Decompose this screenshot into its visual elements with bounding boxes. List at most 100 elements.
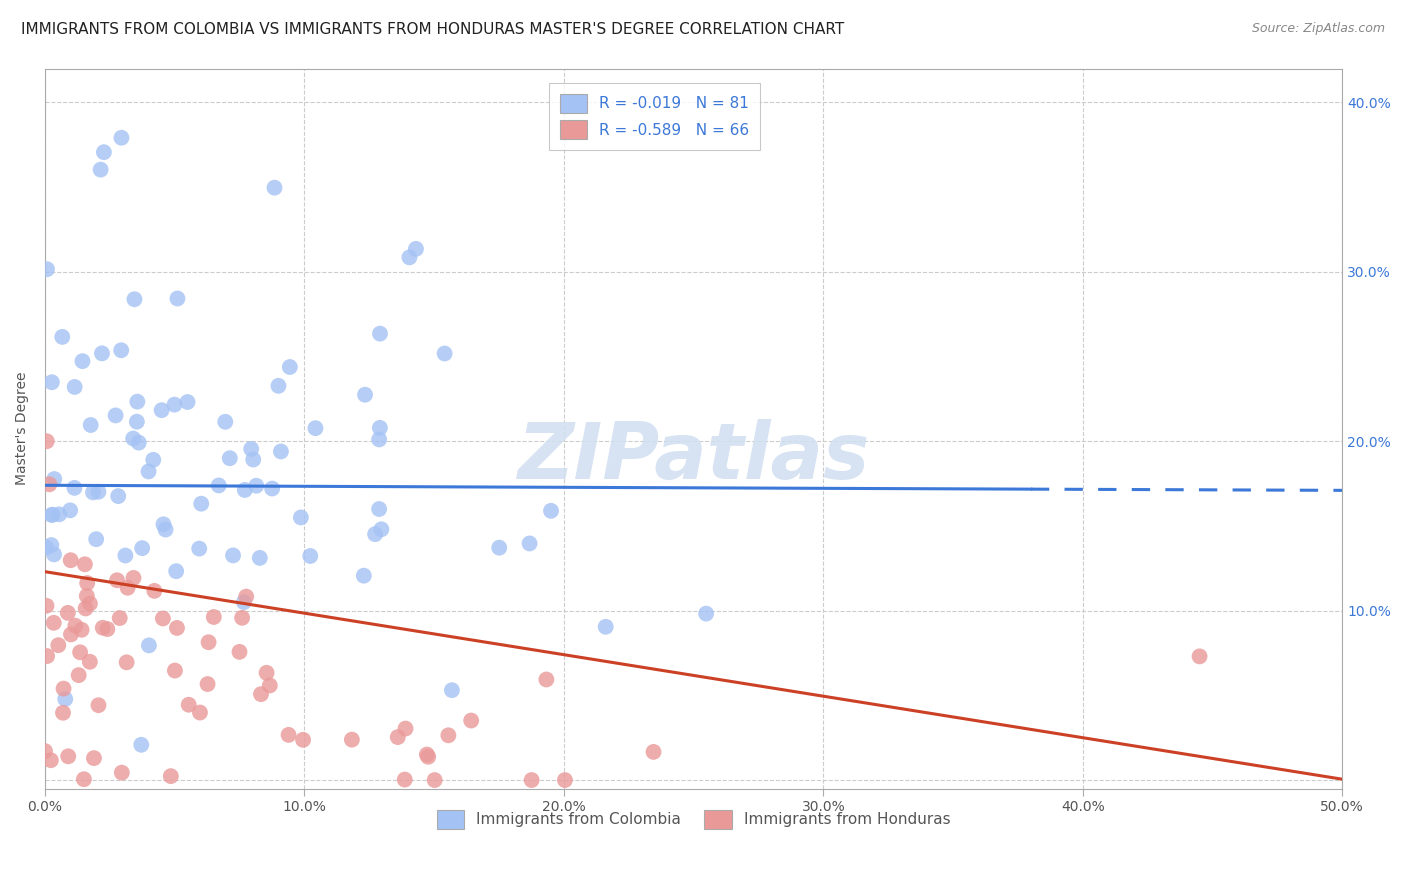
Point <box>122 571 145 585</box>
Point <box>256 665 278 680</box>
Point <box>163 398 186 412</box>
Point <box>35 541 58 555</box>
Point <box>290 510 312 524</box>
Point <box>127 394 149 409</box>
Point <box>418 749 440 764</box>
Point <box>52 681 75 696</box>
Point <box>79 655 101 669</box>
Point <box>222 549 245 563</box>
Point <box>235 590 257 604</box>
Point <box>188 541 211 556</box>
Point <box>67 668 90 682</box>
Point <box>131 541 153 555</box>
Point <box>364 527 387 541</box>
Point <box>259 678 281 692</box>
Point <box>488 541 510 555</box>
Point <box>245 479 267 493</box>
Point <box>233 483 256 497</box>
Point <box>163 664 186 678</box>
Point <box>41 538 63 552</box>
Point <box>124 292 146 306</box>
Point <box>42 615 65 630</box>
Point <box>48 508 70 522</box>
Point <box>368 502 391 516</box>
Point <box>262 482 284 496</box>
Point <box>111 765 134 780</box>
Point <box>208 478 231 492</box>
Point <box>240 442 263 456</box>
Point <box>37 648 59 663</box>
Point <box>152 611 174 625</box>
Point <box>228 645 250 659</box>
Point <box>176 395 198 409</box>
Point <box>304 421 326 435</box>
Point <box>41 508 63 522</box>
Point <box>250 687 273 701</box>
Point <box>59 503 82 517</box>
Point <box>387 730 409 744</box>
Point <box>520 773 543 788</box>
Point <box>353 568 375 582</box>
Point <box>370 522 392 536</box>
Point <box>197 677 219 691</box>
Point <box>93 145 115 160</box>
Text: Source: ZipAtlas.com: Source: ZipAtlas.com <box>1251 22 1385 36</box>
Point <box>58 749 80 764</box>
Point <box>354 388 377 402</box>
Point <box>110 343 132 358</box>
Point <box>231 611 253 625</box>
Point <box>63 380 86 394</box>
Point <box>160 769 183 783</box>
Point <box>52 706 75 720</box>
Point <box>595 620 617 634</box>
Point <box>34 744 56 758</box>
Point <box>80 417 103 432</box>
Point <box>42 548 65 562</box>
Point <box>416 747 439 762</box>
Point <box>46 638 69 652</box>
Point <box>299 549 322 563</box>
Point <box>242 452 264 467</box>
Point <box>202 610 225 624</box>
Point <box>249 550 271 565</box>
Point <box>263 180 285 194</box>
Point <box>75 601 97 615</box>
Point <box>142 453 165 467</box>
Point <box>218 451 240 466</box>
Point <box>73 772 96 787</box>
Point <box>42 508 65 522</box>
Point <box>114 549 136 563</box>
Point <box>79 597 101 611</box>
Point <box>35 434 58 449</box>
Point <box>76 576 98 591</box>
Point <box>460 714 482 728</box>
Point <box>152 517 174 532</box>
Point <box>107 489 129 503</box>
Point <box>165 564 187 578</box>
Point <box>166 292 188 306</box>
Point <box>398 251 420 265</box>
Point <box>643 745 665 759</box>
Point <box>267 379 290 393</box>
Point <box>63 481 86 495</box>
Point <box>440 683 463 698</box>
Point <box>138 465 160 479</box>
Point <box>188 706 211 720</box>
Point <box>59 553 82 567</box>
Point <box>53 692 76 706</box>
Point <box>340 732 363 747</box>
Point <box>214 415 236 429</box>
Point <box>155 523 177 537</box>
Point <box>41 376 63 390</box>
Point <box>394 772 416 787</box>
Point <box>117 581 139 595</box>
Point <box>197 635 219 649</box>
Point <box>83 751 105 765</box>
Point <box>292 732 315 747</box>
Point <box>394 722 416 736</box>
Point <box>44 472 66 486</box>
Point <box>540 504 562 518</box>
Point <box>437 728 460 742</box>
Point <box>166 621 188 635</box>
Point <box>190 497 212 511</box>
